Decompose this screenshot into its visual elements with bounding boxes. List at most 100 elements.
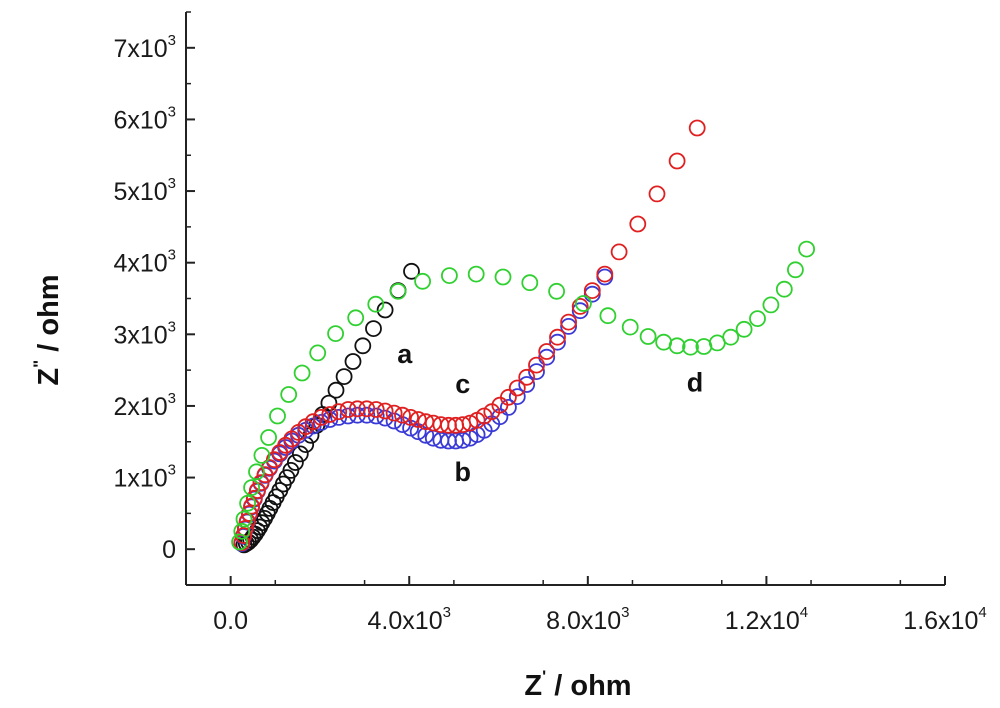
data-point-c <box>583 282 601 300</box>
data-point-d <box>599 307 617 325</box>
data-point-a <box>327 381 345 399</box>
data-point-d <box>735 320 753 338</box>
data-point-c <box>240 505 258 522</box>
data-point-d <box>253 446 271 464</box>
data-point-b <box>560 317 577 335</box>
data-point-d <box>231 533 249 551</box>
data-point-d <box>309 344 327 362</box>
series-d <box>231 240 815 551</box>
data-point-c <box>528 356 545 374</box>
data-point-d <box>260 429 278 446</box>
data-point-d <box>243 479 261 497</box>
series-layer <box>231 119 815 554</box>
data-point-d <box>639 328 657 345</box>
y-tick-label: 5x103 <box>113 175 176 206</box>
curve-label-b: b <box>455 457 472 487</box>
data-point-c <box>402 408 420 426</box>
data-point-d <box>494 268 512 286</box>
data-point-a <box>344 353 362 370</box>
data-point-d <box>521 274 539 292</box>
data-point-c <box>409 411 427 428</box>
data-point-a <box>365 320 382 338</box>
data-point-d <box>787 261 804 279</box>
curve-labels: a b c d <box>397 339 703 487</box>
data-point-c <box>348 400 366 418</box>
data-point-c <box>385 404 403 422</box>
data-point-b <box>385 412 403 430</box>
data-point-a <box>403 262 420 280</box>
data-point-c <box>518 368 536 386</box>
data-point-a <box>335 368 353 386</box>
data-point-c <box>277 436 295 454</box>
curve-label-c: c <box>455 369 470 399</box>
data-point-b <box>518 376 536 393</box>
data-point-c <box>648 185 666 203</box>
data-point-c <box>321 406 339 423</box>
y-tick-label: 7x103 <box>113 32 176 63</box>
data-point-d <box>233 522 251 540</box>
data-point-d <box>327 325 345 343</box>
data-point-c <box>560 313 577 331</box>
data-point-d <box>269 407 286 425</box>
data-point-d <box>389 282 407 300</box>
data-point-d <box>749 310 766 328</box>
axes: 0 1x103 2x103 3x103 4x103 5x103 6x103 7x103 0.0 4… <box>113 11 987 635</box>
data-point-c <box>330 403 348 421</box>
data-point-c <box>499 388 517 406</box>
data-point-c <box>312 408 330 426</box>
data-point-d <box>467 265 485 283</box>
data-point-a <box>320 394 338 412</box>
data-point-d <box>722 328 740 346</box>
data-point-c <box>252 474 270 492</box>
data-point-d <box>367 295 385 313</box>
data-point-d <box>347 309 365 327</box>
data-point-c <box>668 152 686 170</box>
data-point-b <box>528 363 545 381</box>
data-point-b <box>508 388 526 406</box>
data-point-c <box>304 413 322 431</box>
data-point-d <box>575 295 592 312</box>
data-point-c <box>243 497 261 515</box>
data-point-a <box>354 337 372 355</box>
data-point-d <box>621 318 639 336</box>
curve-label-d: d <box>687 368 704 398</box>
y-tick-label: 6x103 <box>113 103 176 134</box>
data-point-c <box>461 414 479 432</box>
y-axis-title: Z" / ohm <box>30 274 65 385</box>
data-point-d <box>248 463 265 481</box>
data-point-a <box>376 301 394 319</box>
data-point-b <box>376 409 394 427</box>
y-tick-label: 1x103 <box>113 462 176 493</box>
data-point-d <box>440 267 458 285</box>
x-tick-label: 0.0 <box>213 607 248 635</box>
data-point-a <box>286 454 304 471</box>
data-point-c <box>571 297 589 315</box>
data-point-c <box>367 401 385 418</box>
data-point-c <box>508 379 526 397</box>
data-point-d <box>798 240 815 258</box>
y-tick-label: 4x103 <box>113 247 176 278</box>
data-point-c <box>339 401 357 418</box>
y-tick-label: 0 <box>162 536 176 564</box>
data-point-b <box>549 333 566 351</box>
y-tick-label: 3x103 <box>113 318 176 349</box>
data-point-d <box>762 296 780 314</box>
x-tick-label: 4.0x103 <box>368 604 451 635</box>
data-point-c <box>236 520 254 537</box>
data-point-d <box>548 282 565 300</box>
data-point-c <box>538 343 556 360</box>
data-point-d <box>293 364 311 382</box>
y-tick-label: 2x103 <box>113 390 176 421</box>
data-point-c <box>394 406 411 424</box>
data-point-c <box>358 400 376 418</box>
x-tick-label: 8.0x103 <box>546 604 629 635</box>
data-point-c <box>610 243 628 261</box>
x-tick-label: 1.2x104 <box>725 604 808 635</box>
data-point-c <box>238 512 256 530</box>
curve-label-a: a <box>397 339 413 369</box>
data-point-c <box>376 402 394 420</box>
data-point-a <box>302 426 320 444</box>
data-point-c <box>596 265 614 283</box>
data-point-a <box>291 445 309 463</box>
